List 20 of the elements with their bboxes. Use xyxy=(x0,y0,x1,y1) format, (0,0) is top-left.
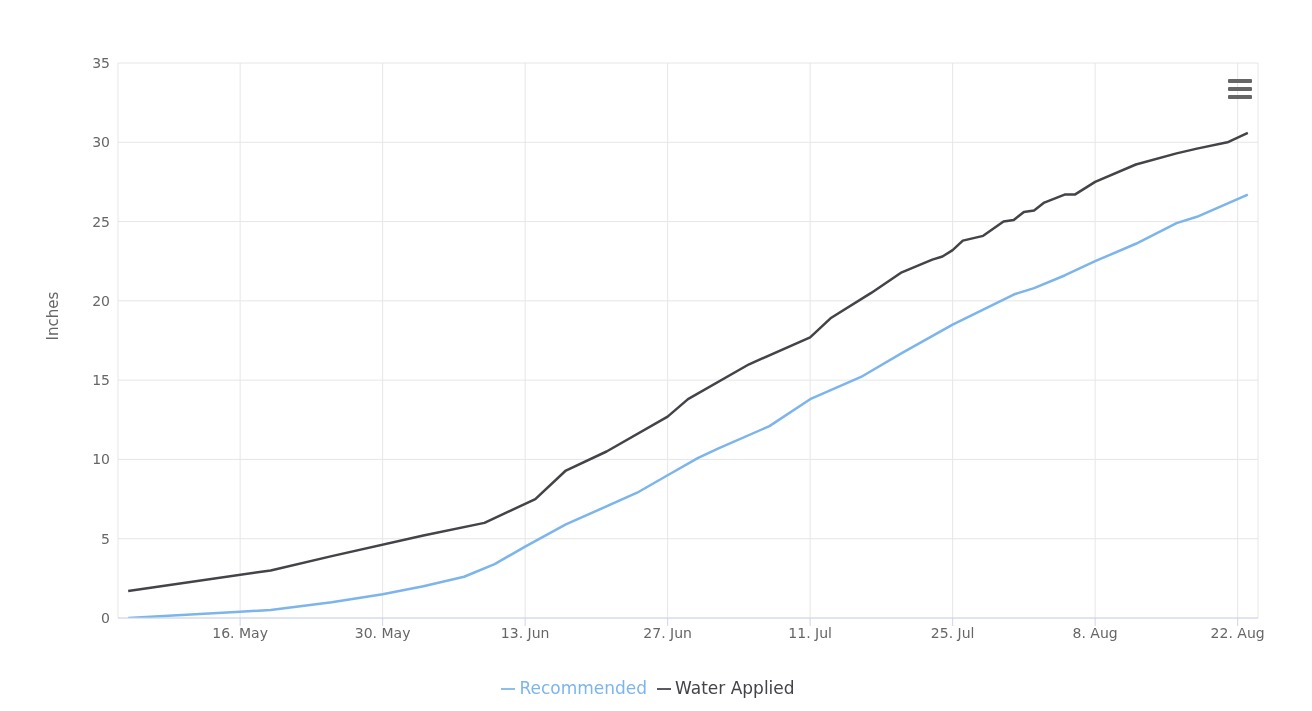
x-tick-label: 13. Jun xyxy=(500,624,550,641)
line-series xyxy=(126,131,1250,593)
x-tick-label: 22. Aug xyxy=(1210,624,1265,641)
x-tick-label: 16. May xyxy=(212,624,268,641)
y-tick-label: 0 xyxy=(101,609,110,626)
y-tick-label: 30 xyxy=(92,134,110,151)
x-tick-label: 11. Jul xyxy=(788,624,832,641)
y-tick-label: 25 xyxy=(92,213,110,230)
legend-label: Recommended xyxy=(519,678,648,698)
y-tick-label: 20 xyxy=(92,292,110,309)
y-tick-label: 5 xyxy=(101,530,110,547)
y-tick-label: 35 xyxy=(92,54,110,71)
y-axis-title: Inches xyxy=(44,291,63,341)
legend-label: Water Applied xyxy=(675,678,795,698)
y-tick-label: 15 xyxy=(92,372,110,389)
y-tick-label: 10 xyxy=(92,451,110,468)
x-tick-label: 25. Jul xyxy=(930,624,975,641)
x-tick-label: 30. May xyxy=(354,624,411,641)
x-tick-label: 8. Aug xyxy=(1072,624,1118,641)
x-tick-label: 27. Jun xyxy=(643,624,692,641)
